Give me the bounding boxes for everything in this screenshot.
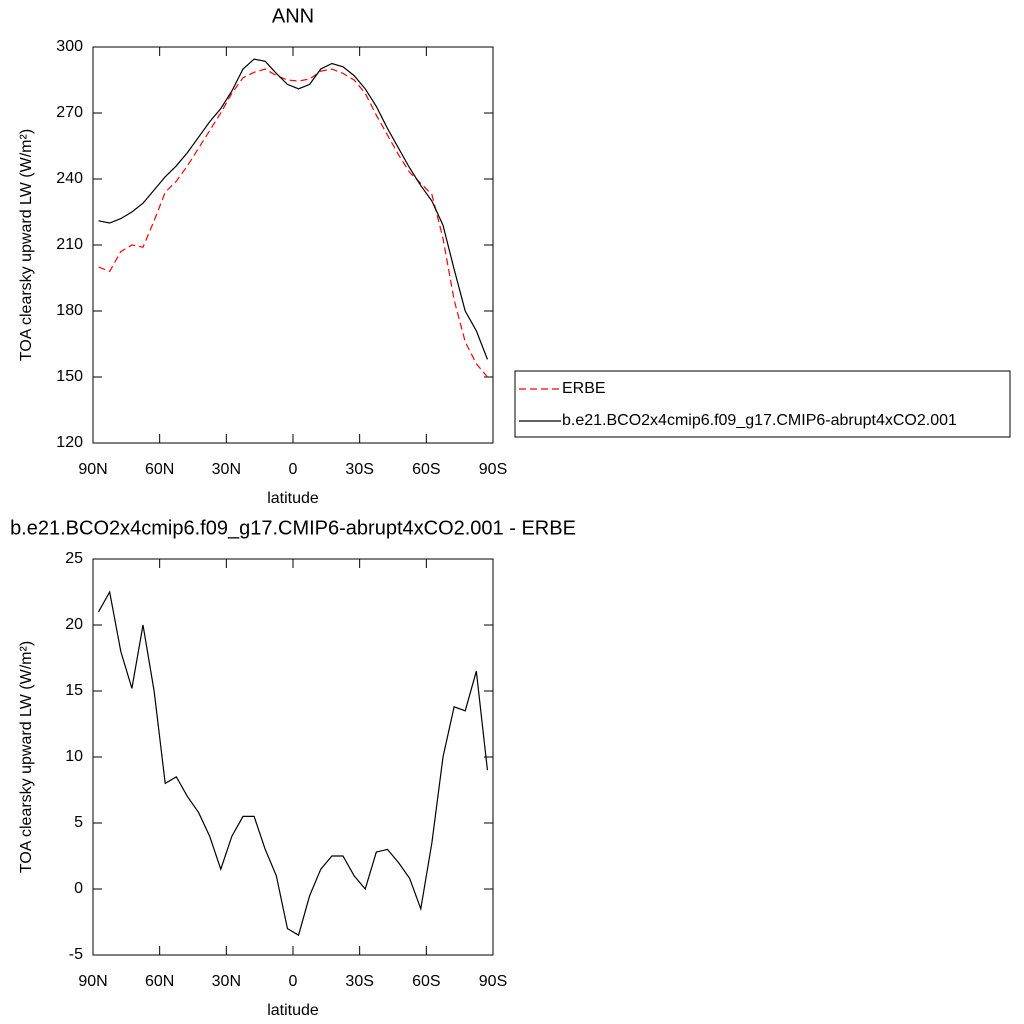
x-tick-label: 90N — [78, 461, 107, 478]
y-tick-label: 0 — [74, 880, 83, 897]
x-tick-label: 60N — [145, 461, 174, 478]
x-tick-label: 30S — [345, 973, 373, 990]
data-line — [98, 590, 489, 937]
data-line — [98, 68, 488, 378]
x-tick-label: 90S — [479, 461, 507, 478]
chart-title: b.e21.BCO2x4cmip6.f09_g17.CMIP6-abrupt4x… — [10, 517, 576, 539]
y-tick-label: 10 — [65, 748, 83, 765]
y-axis-label: TOA clearsky upward LW (W/m²) — [18, 129, 35, 361]
x-tick-label: 30N — [212, 461, 241, 478]
y-tick-label: 300 — [56, 38, 83, 55]
y-tick-label: 270 — [56, 104, 83, 121]
plot-frame — [92, 46, 494, 444]
x-tick-label: 90S — [479, 973, 507, 990]
x-tick-label: 0 — [289, 461, 298, 478]
x-tick-label: 60S — [412, 461, 440, 478]
y-tick-label: 120 — [56, 434, 83, 451]
plot-frame — [92, 558, 494, 956]
data-line — [98, 58, 489, 360]
y-tick-label: 20 — [65, 616, 83, 633]
x-tick-label: 30S — [345, 461, 373, 478]
x-tick-label: 60S — [412, 973, 440, 990]
legend-box — [514, 370, 1011, 438]
y-tick-label: 240 — [56, 170, 83, 187]
x-tick-label: 30N — [212, 973, 241, 990]
y-tick-label: 5 — [74, 814, 83, 831]
chart-title: ANN — [272, 5, 314, 27]
y-tick-label: 15 — [65, 682, 83, 699]
legend-label: b.e21.BCO2x4cmip6.f09_g17.CMIP6-abrupt4x… — [562, 412, 957, 429]
y-axis-label: TOA clearsky upward LW (W/m²) — [18, 641, 35, 873]
x-axis-label: latitude — [267, 1002, 319, 1019]
y-tick-label: 210 — [56, 236, 83, 253]
x-tick-label: 60N — [145, 973, 174, 990]
y-tick-label: -5 — [69, 946, 83, 963]
x-axis-label: latitude — [267, 490, 319, 507]
y-tick-label: 150 — [56, 368, 83, 385]
x-tick-label: 0 — [289, 973, 298, 990]
x-tick-label: 90N — [78, 973, 107, 990]
legend-label: ERBE — [562, 380, 606, 397]
y-tick-label: 180 — [56, 302, 83, 319]
y-tick-label: 25 — [65, 550, 83, 567]
